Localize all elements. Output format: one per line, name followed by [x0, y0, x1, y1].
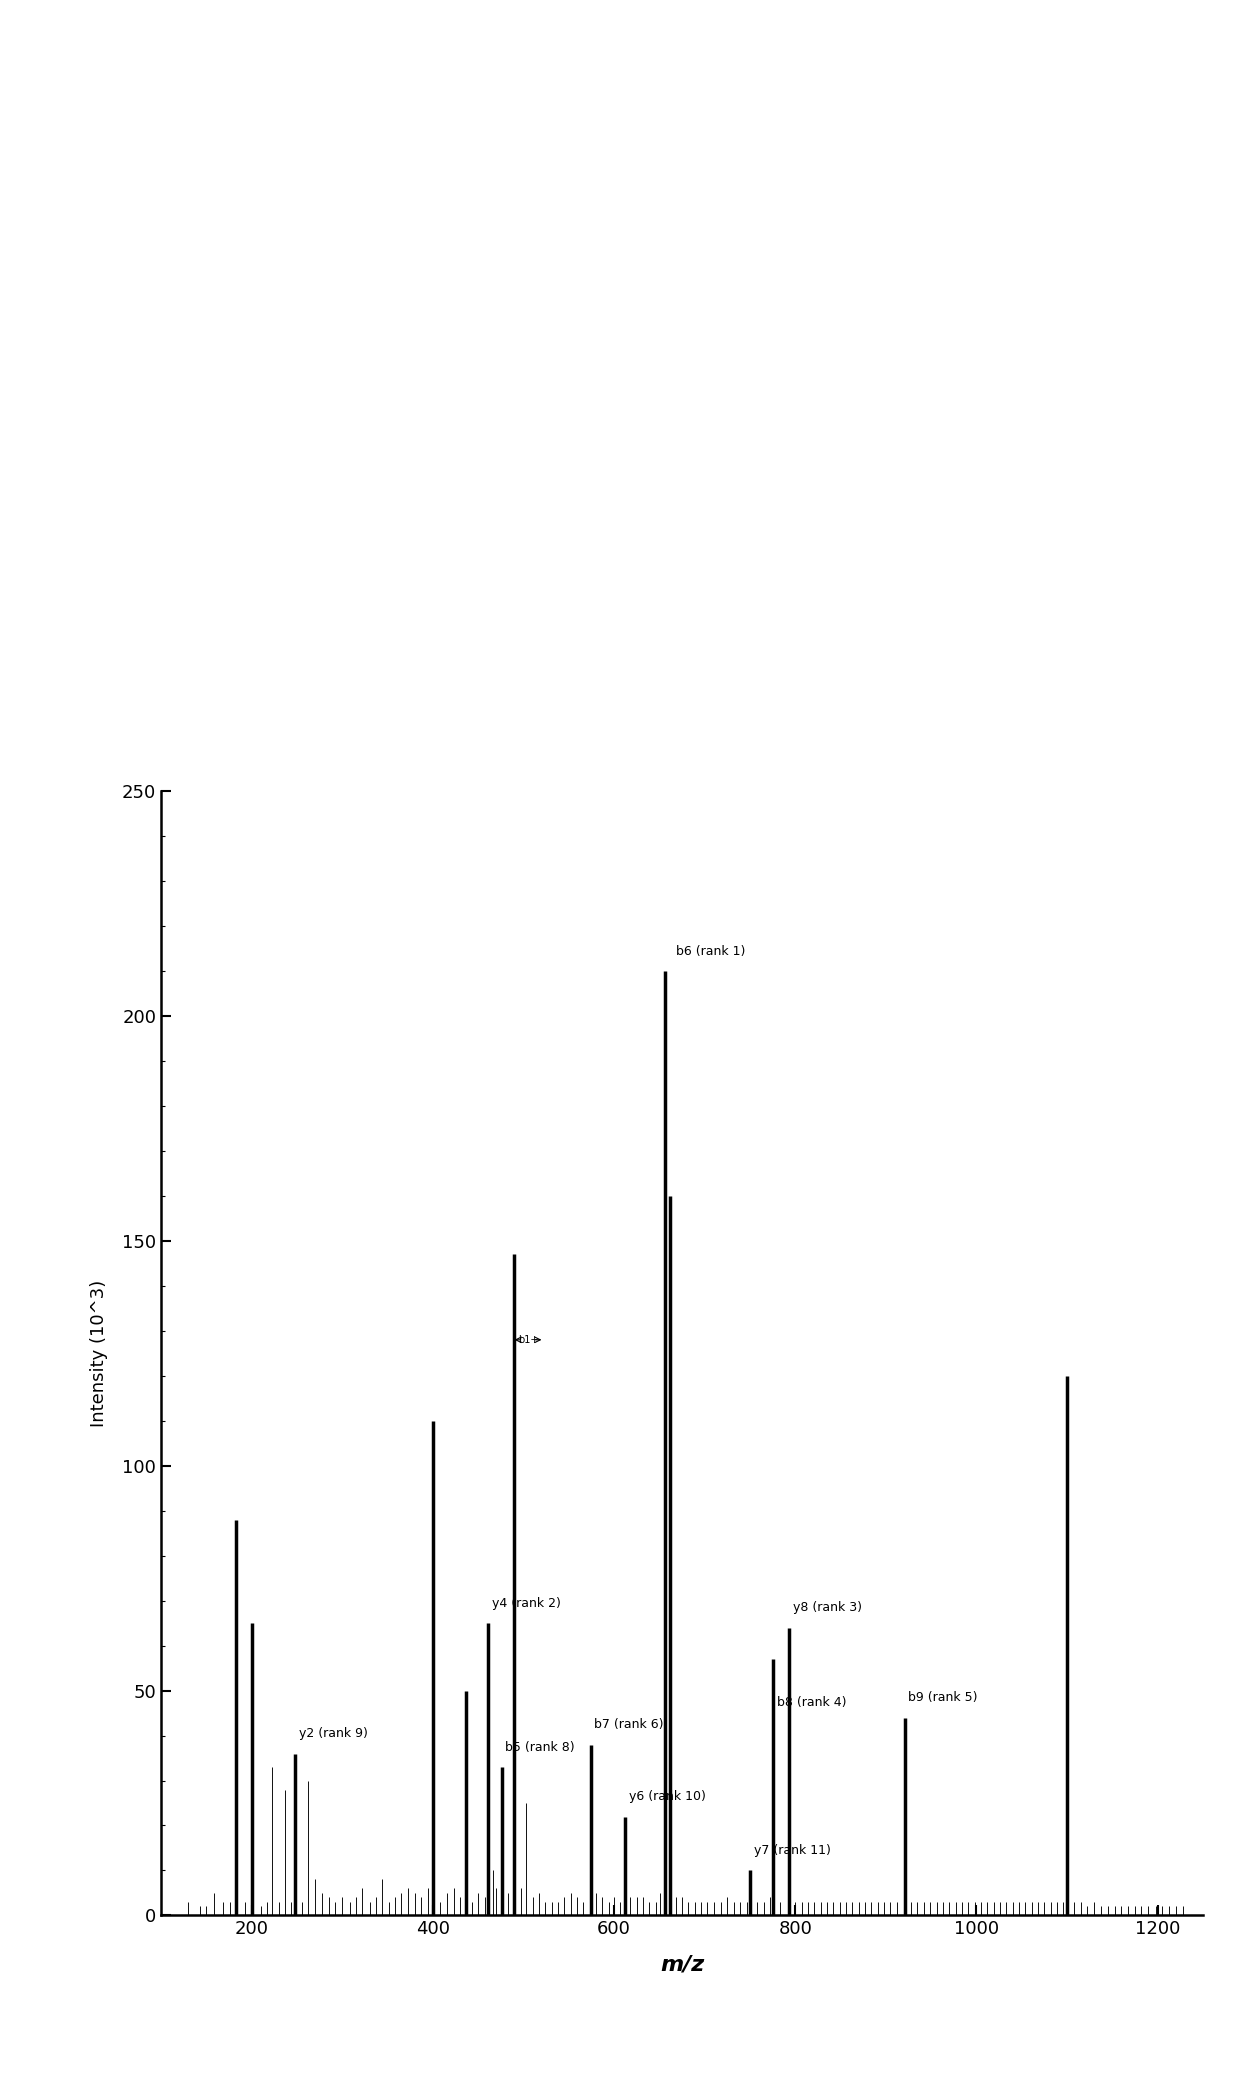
Y-axis label: Intensity (10^3): Intensity (10^3): [91, 1280, 108, 1426]
Text: y7 (rank 11): y7 (rank 11): [754, 1845, 831, 1857]
Text: y2 (rank 9): y2 (rank 9): [299, 1728, 368, 1741]
Text: y8 (rank 3): y8 (rank 3): [792, 1601, 862, 1614]
Text: y4 (rank 2): y4 (rank 2): [492, 1597, 560, 1609]
Text: y6 (rank 10): y6 (rank 10): [629, 1791, 706, 1803]
Text: b9 (rank 5): b9 (rank 5): [909, 1691, 978, 1703]
Text: b7 (rank 6): b7 (rank 6): [594, 1718, 663, 1730]
Text: b1+: b1+: [518, 1335, 538, 1345]
Text: b5 (rank 8): b5 (rank 8): [506, 1741, 575, 1753]
Text: b6 (rank 1): b6 (rank 1): [676, 945, 745, 958]
Text: b8 (rank 4): b8 (rank 4): [777, 1695, 847, 1709]
X-axis label: m/z: m/z: [660, 1955, 704, 1976]
